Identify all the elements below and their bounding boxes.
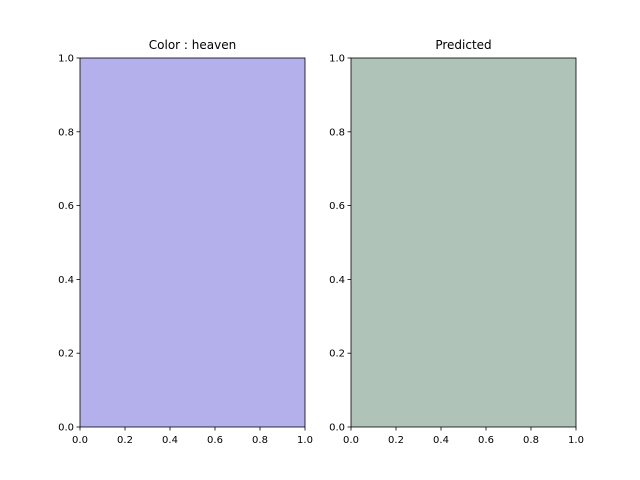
y-tick-label: 0.0 [329, 423, 345, 434]
x-tick-label: 0.2 [117, 435, 133, 446]
y-tick-label: 0.8 [329, 127, 345, 138]
y-tick-label: 1.0 [58, 54, 74, 65]
y-tick-label: 0.0 [58, 423, 74, 434]
x-tick-label: 1.0 [297, 435, 313, 446]
x-tick-label: 0.6 [478, 435, 494, 446]
y-tick-label: 0.2 [58, 349, 74, 360]
panel-right: Predicted 0.0 0.2 0.4 0.6 0.8 1.0 0.0 0.2 0.4 0.6… [329, 38, 584, 446]
y-tick-label: 0.2 [329, 349, 345, 360]
y-tick-label: 0.4 [58, 275, 74, 286]
color-swatch [80, 58, 305, 427]
color-swatch [351, 58, 576, 427]
axes-frame [350, 57, 577, 428]
panel-title: Color : heaven [149, 38, 236, 52]
panel-title: Predicted [435, 38, 491, 52]
x-tick-label: 0.6 [207, 435, 223, 446]
y-tick-label: 0.6 [58, 201, 74, 212]
y-tick-label: 0.4 [329, 275, 345, 286]
panel-left: Color : heaven 0.0 0.2 0.4 0.6 0.8 1.0 0.0 0.2 0… [58, 38, 313, 446]
x-tick-label: 0.4 [433, 435, 449, 446]
y-tick-label: 0.6 [329, 201, 345, 212]
axes-frame [79, 57, 306, 428]
x-tick-label: 0.0 [343, 435, 359, 446]
x-tick-label: 1.0 [568, 435, 584, 446]
y-tick-label: 1.0 [329, 54, 345, 65]
x-tick-label: 0.2 [388, 435, 404, 446]
x-tick-label: 0.8 [523, 435, 539, 446]
x-tick-label: 0.4 [162, 435, 178, 446]
y-tick-label: 0.8 [58, 127, 74, 138]
x-tick-label: 0.8 [252, 435, 268, 446]
x-tick-label: 0.0 [72, 435, 88, 446]
